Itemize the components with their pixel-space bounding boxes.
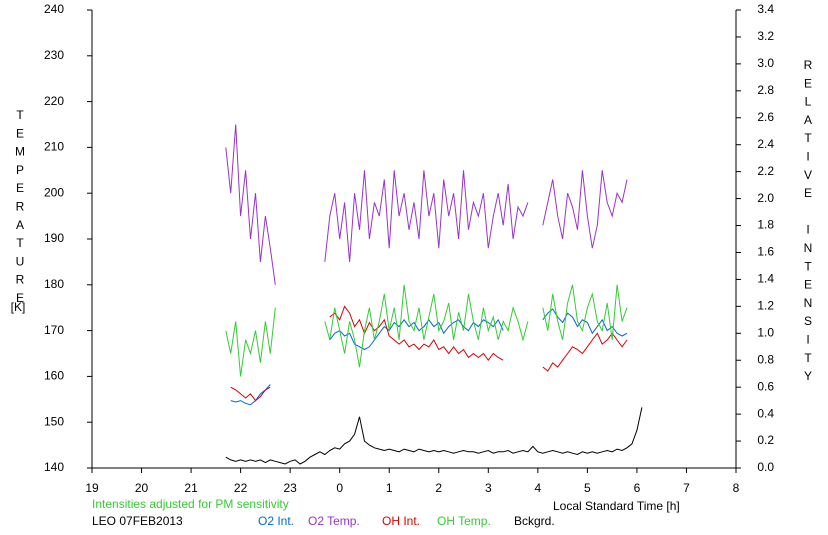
y2-tick-label: 0.8 (757, 352, 774, 366)
y-tick-label: 210 (44, 140, 64, 154)
series-line (230, 308, 628, 406)
x-tick-label: 2 (435, 481, 442, 495)
y2-tick-label: 3.4 (757, 2, 774, 16)
y2-tick-label: 1.0 (757, 325, 774, 339)
x-tick-label: 20 (135, 481, 149, 495)
y-tick-label: 230 (44, 48, 64, 62)
y2-tick-label: 1.2 (757, 299, 774, 313)
y2-tick-label: 1.8 (757, 218, 774, 232)
series-line (225, 124, 628, 285)
y-tick-label: 220 (44, 94, 64, 108)
y-axis-unit: [K] (11, 300, 26, 314)
x-tick-label: 21 (184, 481, 198, 495)
x-tick-label: 19 (85, 481, 99, 495)
y2-tick-label: 0.0 (757, 460, 774, 474)
legend-entry: OH Int. (382, 514, 420, 528)
y-tick-label: 200 (44, 185, 64, 199)
series-line (225, 284, 628, 377)
y2-tick-label: 0.4 (757, 406, 774, 420)
x-tick-label: 8 (733, 481, 740, 495)
y2-tick-label: 0.6 (757, 379, 774, 393)
y2-tick-label: 2.0 (757, 191, 774, 205)
x-tick-label: 0 (336, 481, 343, 495)
x-tick-label: 5 (584, 481, 591, 495)
y-tick-label: 190 (44, 231, 64, 245)
y-tick-label: 160 (44, 369, 64, 383)
legend-entry: Bckgrd. (514, 514, 555, 528)
x-tick-label: 3 (485, 481, 492, 495)
y2-tick-label: 0.2 (757, 433, 774, 447)
y2-tick-label: 2.4 (757, 137, 774, 151)
legend-entry: OH Temp. (437, 514, 491, 528)
y-tick-label: 150 (44, 414, 64, 428)
legend-entry: O2 Int. (258, 514, 294, 528)
x-tick-label: 23 (283, 481, 297, 495)
y2-tick-label: 1.4 (757, 272, 774, 286)
x-tick-label: 7 (683, 481, 690, 495)
x-tick-label: 6 (634, 481, 641, 495)
legend-entry: O2 Temp. (308, 514, 360, 528)
y2-tick-label: 2.6 (757, 110, 774, 124)
x-tick-label: 22 (234, 481, 248, 495)
x-tick-label: 1 (386, 481, 393, 495)
x-axis-label: Local Standard Time [h] (553, 499, 680, 513)
x-tick-label: 4 (535, 481, 542, 495)
y-tick-label: 240 (44, 2, 64, 16)
y2-tick-label: 3.0 (757, 56, 774, 70)
y-tick-label: 170 (44, 323, 64, 337)
y2-tick-label: 1.6 (757, 245, 774, 259)
y2-tick-label: 3.2 (757, 29, 774, 43)
y-tick-label: 140 (44, 460, 64, 474)
y-tick-label: 180 (44, 277, 64, 291)
series-line (225, 407, 643, 465)
y2-tick-label: 2.8 (757, 83, 774, 97)
note: Intensities adjusted for PM sensitivity (92, 497, 289, 511)
station-label: LEO 07FEB2013 (92, 514, 183, 528)
y2-tick-label: 2.2 (757, 164, 774, 178)
